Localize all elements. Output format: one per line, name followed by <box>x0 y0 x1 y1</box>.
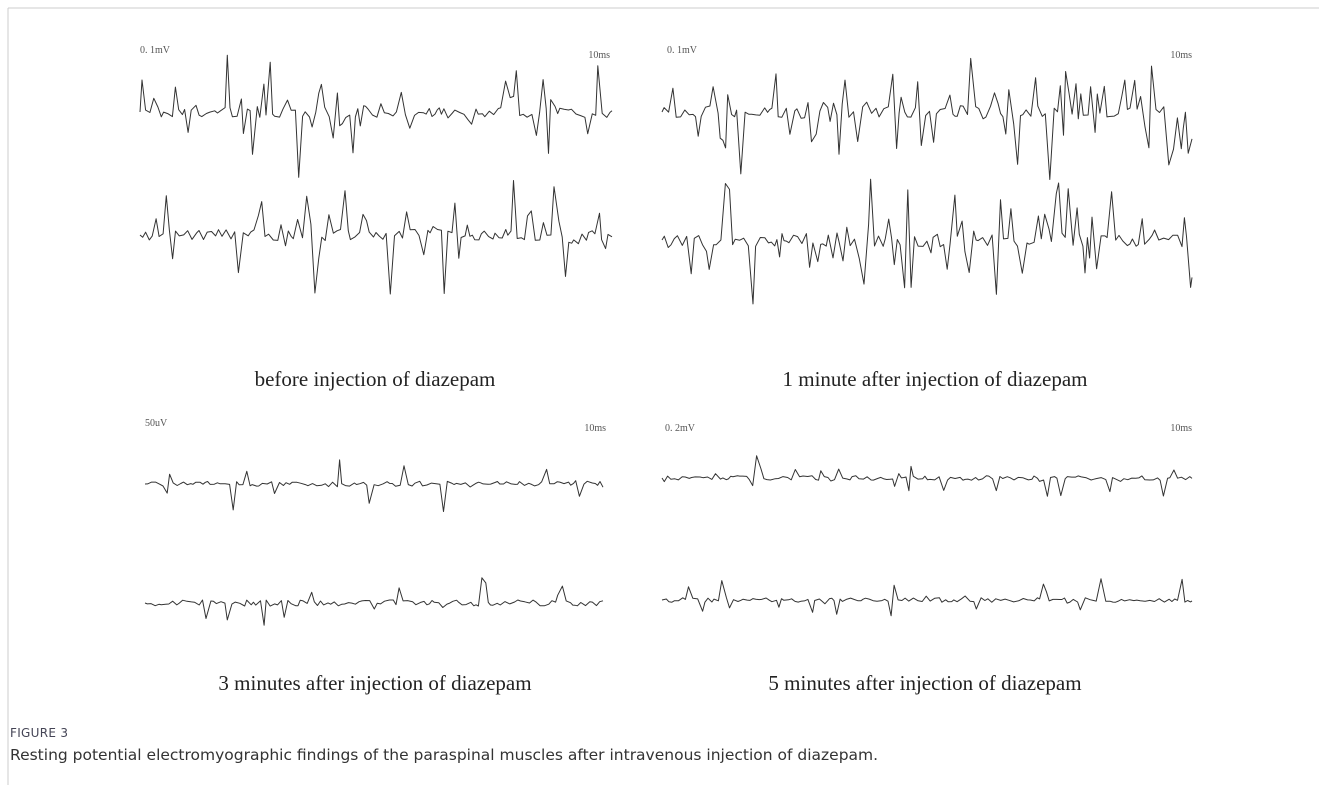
time-scale: 10ms <box>588 50 610 61</box>
page: {"panels": [ {"scale": "0. 1mV", "time":… <box>0 0 1319 785</box>
amplitude-scale: 0. 2mV <box>665 423 696 434</box>
figure-label: FIGURE 3 <box>10 726 68 740</box>
figure: 0. 1mV 10ms before injection of diazepam… <box>0 0 1319 785</box>
amplitude-scale: 0. 1mV <box>140 45 171 56</box>
panel-caption: 5 minutes after injection of diazepam <box>768 671 1081 695</box>
figure-caption: Resting potential electromyographic find… <box>10 746 878 764</box>
time-scale: 10ms <box>1170 423 1192 434</box>
time-scale: 10ms <box>1170 50 1192 61</box>
amplitude-scale: 0. 1mV <box>667 45 698 56</box>
emg-trace <box>662 58 1192 179</box>
emg-trace <box>145 578 603 625</box>
emg-trace <box>662 179 1192 304</box>
emg-trace <box>662 456 1192 497</box>
emg-trace <box>662 579 1192 616</box>
panel-caption: before injection of diazepam <box>255 367 496 391</box>
time-scale: 10ms <box>584 423 606 434</box>
amplitude-scale: 50uV <box>145 418 168 429</box>
panel-caption: 1 minute after injection of diazepam <box>783 367 1088 391</box>
panel-caption: 3 minutes after injection of diazepam <box>218 671 531 695</box>
emg-trace <box>140 55 612 177</box>
emg-trace <box>140 181 612 295</box>
emg-trace <box>145 460 603 512</box>
